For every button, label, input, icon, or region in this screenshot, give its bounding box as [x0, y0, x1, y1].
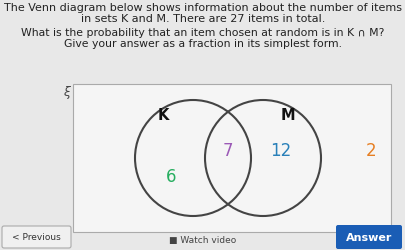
Text: ξ: ξ — [63, 86, 70, 98]
Text: The Venn diagram below shows information about the number of items: The Venn diagram below shows information… — [4, 3, 401, 13]
Text: 6: 6 — [165, 167, 176, 185]
FancyBboxPatch shape — [2, 226, 71, 248]
Text: 7: 7 — [222, 142, 233, 159]
Text: K: K — [157, 108, 168, 123]
Text: 2: 2 — [365, 142, 375, 159]
Text: Give your answer as a fraction in its simplest form.: Give your answer as a fraction in its si… — [64, 39, 341, 49]
Text: in sets K and M. There are 27 items in total.: in sets K and M. There are 27 items in t… — [81, 14, 324, 24]
Text: What is the probability that an item chosen at random is in K ∩ M?: What is the probability that an item cho… — [21, 28, 384, 38]
Text: ■ Watch video: ■ Watch video — [169, 236, 236, 244]
FancyBboxPatch shape — [335, 225, 401, 249]
Text: Answer: Answer — [345, 232, 391, 242]
Text: < Previous: < Previous — [12, 232, 60, 241]
Text: 12: 12 — [270, 142, 291, 159]
Bar — [73, 85, 390, 232]
Text: M: M — [280, 108, 294, 123]
